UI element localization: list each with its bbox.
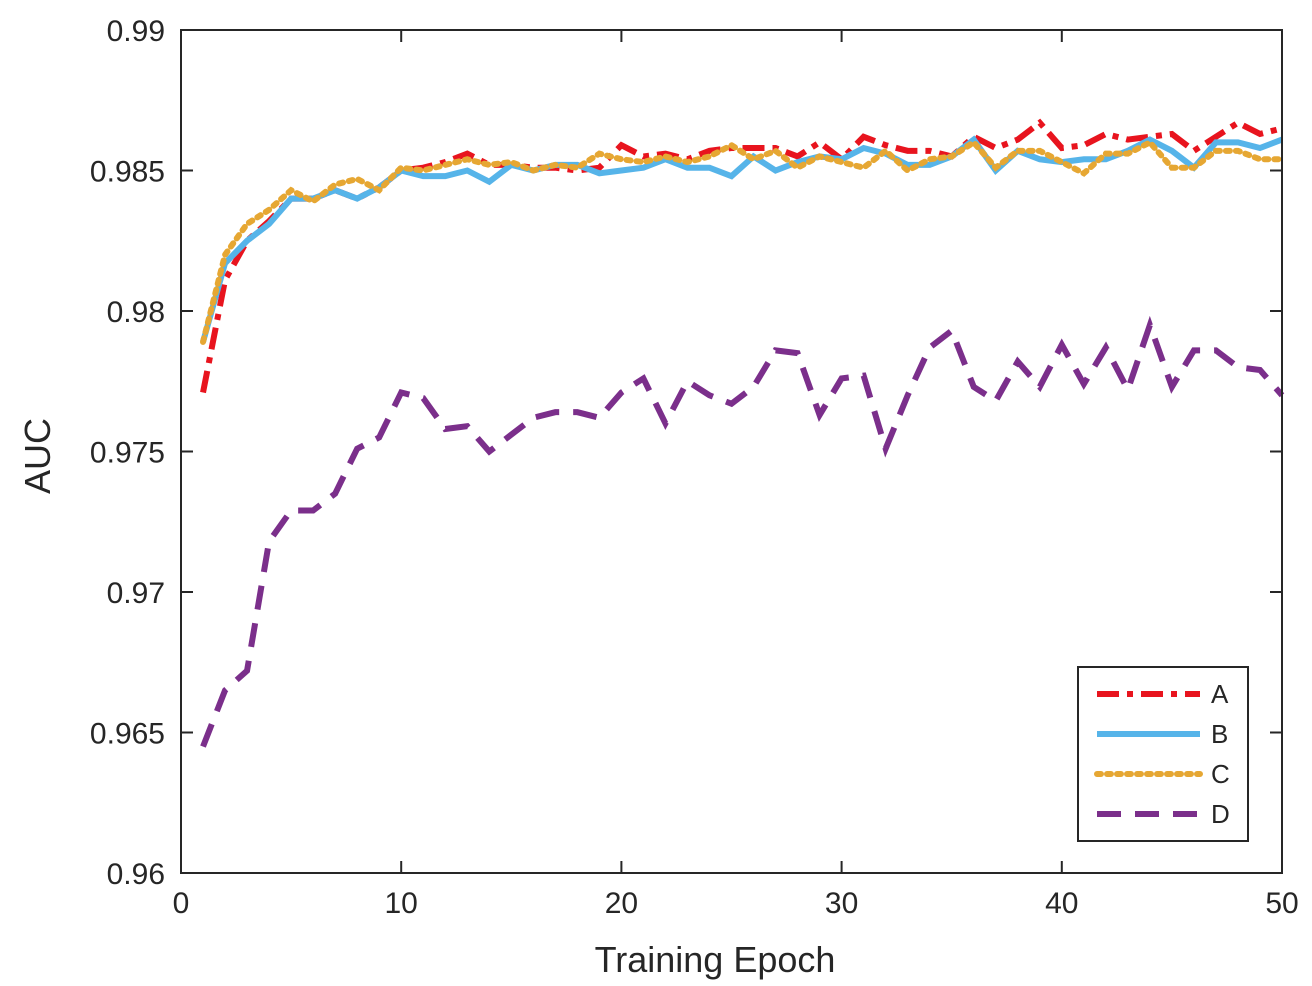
series-line-d: [200, 315, 1285, 748]
legend-label-b: B: [1211, 719, 1228, 749]
series-line-c: [200, 138, 1285, 345]
x-axis-title: Training Epoch: [595, 939, 836, 980]
x-tick-label: 50: [1265, 887, 1298, 920]
x-tick-label: 0: [173, 887, 190, 920]
legend-label-d: D: [1211, 799, 1230, 829]
y-tick-label: 0.99: [107, 15, 165, 48]
series-line-b: [200, 135, 1284, 343]
y-tick-label: 0.985: [90, 156, 165, 189]
y-tick-label: 0.96: [107, 858, 165, 891]
x-tick-label: 20: [605, 887, 638, 920]
x-tick-label: 30: [825, 887, 858, 920]
y-tick-label: 0.965: [90, 718, 165, 751]
y-tick-label: 0.97: [107, 577, 165, 610]
ticks-layer: 0 10 20 30 40 50 0.96 0.965 0.97 0.975 0.98 0.985 0.…: [90, 15, 1299, 920]
x-tick-label: 40: [1045, 887, 1078, 920]
y-tick-label: 0.975: [90, 437, 165, 470]
x-tick-label: 10: [385, 887, 418, 920]
legend-label-c: C: [1211, 759, 1230, 789]
y-axis-title: AUC: [17, 418, 58, 494]
series-layer: [200, 118, 1285, 748]
y-tick-label: 0.98: [107, 296, 165, 329]
legend-label-a: A: [1211, 679, 1229, 709]
